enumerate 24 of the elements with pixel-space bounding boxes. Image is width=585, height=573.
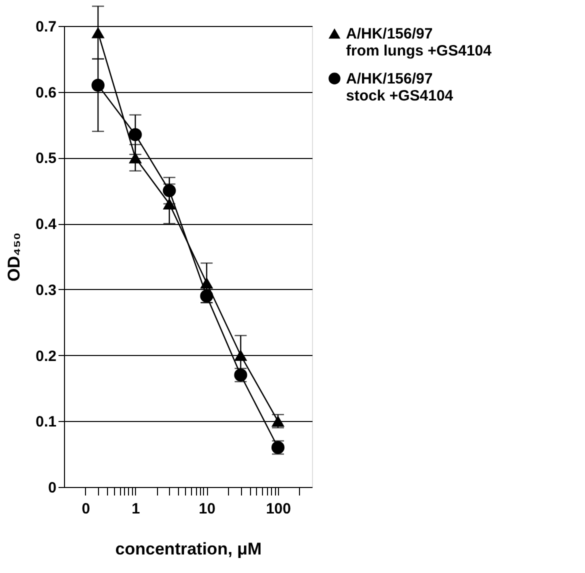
point bbox=[162, 184, 176, 198]
x-tick-label: 100 bbox=[266, 500, 291, 518]
y-tick-label: 0.1 bbox=[36, 414, 56, 431]
y-tick-label: 0.4 bbox=[36, 216, 58, 234]
point bbox=[92, 26, 105, 38]
y-tick-label: 0.2 bbox=[36, 348, 56, 365]
legend-label: A/HK/156/97 stock +GS4104 bbox=[346, 70, 454, 104]
y-tick-label: 0.5 bbox=[36, 150, 56, 168]
point bbox=[92, 78, 105, 92]
x-tick-label: 10 bbox=[198, 500, 216, 518]
y-axis-title: OD₄₅₀ bbox=[4, 232, 24, 282]
x-axis-title: concentration, μM bbox=[115, 540, 262, 558]
y-tick-label: 0.6 bbox=[36, 84, 56, 102]
legend-label: A/HK/156/97 from lungs +GS4104 bbox=[346, 26, 492, 60]
x-tick-label: 0 bbox=[82, 500, 90, 518]
point bbox=[128, 152, 142, 164]
point bbox=[234, 350, 248, 361]
point bbox=[128, 128, 142, 142]
y-tick-label: 0.7 bbox=[36, 18, 56, 36]
y-tick-label: 0.3 bbox=[36, 282, 56, 299]
point bbox=[162, 198, 176, 210]
x-tick-label: 1 bbox=[132, 500, 140, 518]
y-tick-label: 0 bbox=[48, 480, 56, 496]
point bbox=[200, 277, 214, 288]
